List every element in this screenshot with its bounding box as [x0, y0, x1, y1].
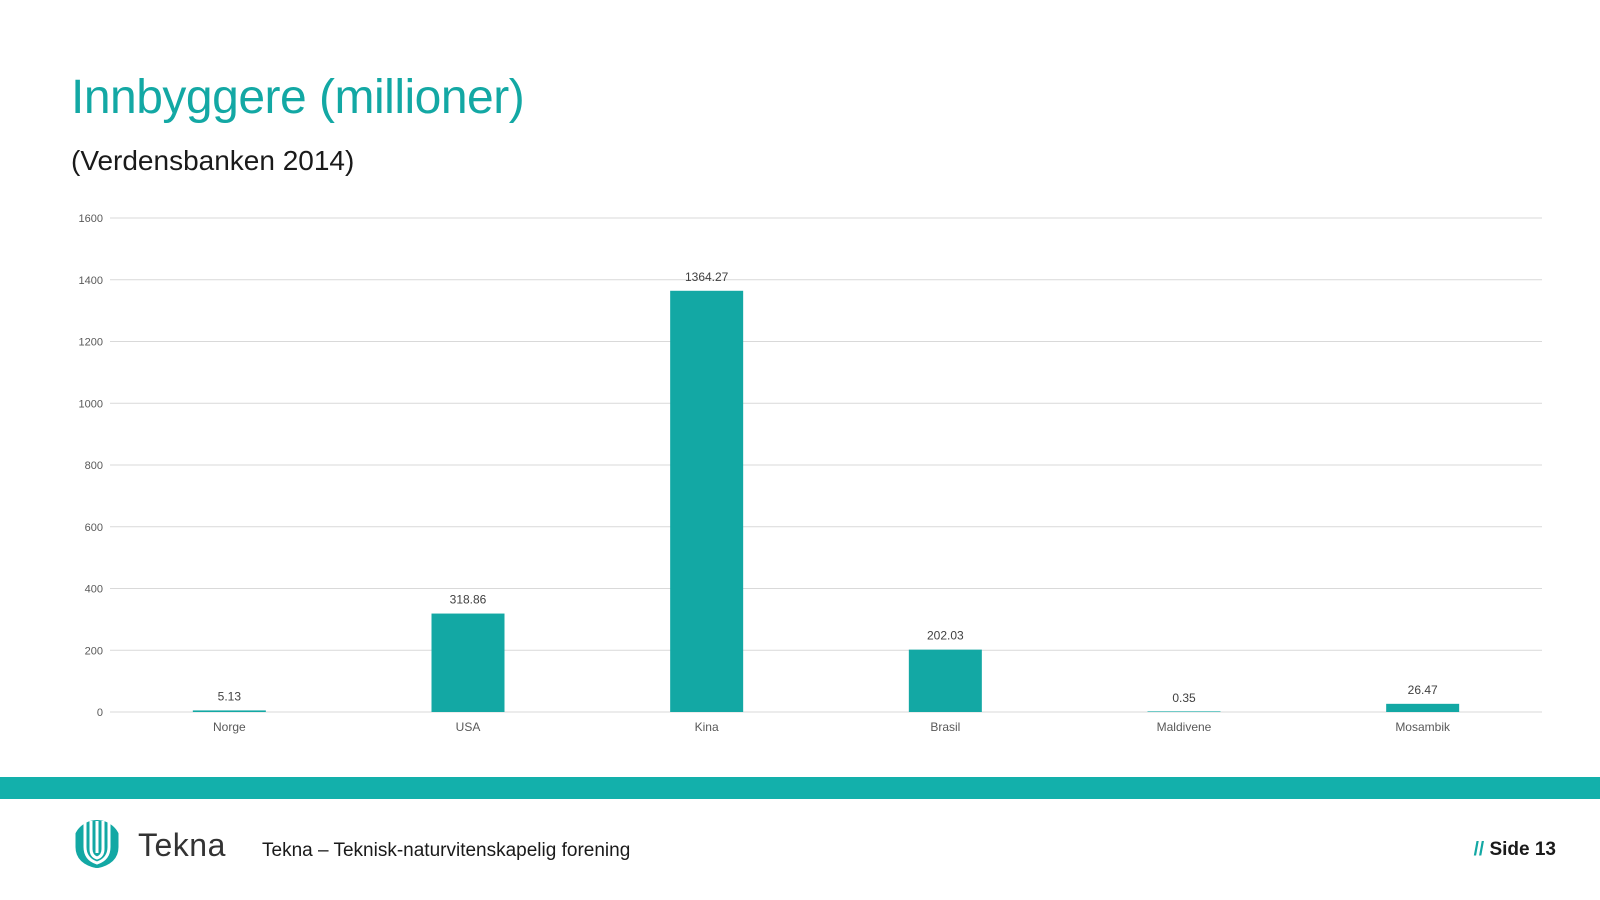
data-label-norge: 5.13 — [218, 689, 242, 703]
footer: Tekna Tekna – Teknisk-naturvitenskapelig… — [0, 799, 1600, 900]
data-labels: 5.13 318.86 1364.27 202.03 0.35 26.47 — [218, 270, 1438, 705]
x-axis-ticks: Norge USA Kina Brasil Maldivene Mosambik — [213, 720, 1451, 734]
y-tick-label: 800 — [85, 460, 103, 472]
bar-kina — [670, 290, 744, 712]
bar-mosambik — [1386, 703, 1460, 712]
x-tick-label-maldivene: Maldivene — [1157, 720, 1212, 734]
page-number-prefix: // — [1473, 839, 1485, 860]
y-tick-label: 1400 — [79, 275, 103, 287]
logo-text: Tekna — [138, 827, 226, 863]
bar-chart: 0 200 400 600 800 1000 1200 1400 1600 5.13 318.86… — [79, 213, 1542, 734]
bar-usa — [431, 613, 505, 712]
data-label-maldivene: 0.35 — [1172, 691, 1196, 705]
data-label-kina: 1364.27 — [685, 270, 729, 284]
y-tick-label: 600 — [85, 522, 103, 534]
y-tick-label: 1600 — [79, 213, 103, 225]
y-tick-label: 400 — [85, 584, 103, 596]
footer-org-text: Tekna – Teknisk-naturvitenskapelig foren… — [262, 840, 631, 861]
x-tick-label-usa: USA — [456, 720, 481, 734]
bar-norge — [192, 710, 266, 712]
y-tick-label: 1000 — [79, 398, 103, 410]
tekna-logo-icon — [72, 820, 122, 872]
y-axis-ticks: 0 200 400 600 800 1000 1200 1400 1600 — [79, 213, 103, 719]
x-tick-label-kina: Kina — [695, 720, 719, 734]
y-tick-label: 1200 — [79, 337, 103, 349]
gridlines — [110, 217, 1542, 713]
data-label-brasil: 202.03 — [927, 629, 964, 643]
page-number: // Side 13 — [1474, 839, 1556, 861]
y-tick-label: 200 — [85, 645, 103, 657]
footer-band — [0, 777, 1600, 799]
bar-brasil — [908, 649, 982, 712]
x-tick-label-mosambik: Mosambik — [1395, 720, 1451, 734]
x-tick-label-brasil: Brasil — [930, 720, 960, 734]
data-label-usa: 318.86 — [450, 593, 487, 607]
x-tick-label-norge: Norge — [213, 720, 246, 734]
slide-subtitle: (Verdensbanken 2014) — [71, 145, 355, 176]
slide-title: Innbyggere (millioner) — [71, 71, 525, 124]
bar-maldivene — [1147, 711, 1221, 712]
y-tick-label: 0 — [97, 707, 103, 719]
bars — [192, 290, 1460, 712]
data-label-mosambik: 26.47 — [1408, 683, 1438, 697]
page-number-label: Side 13 — [1489, 839, 1556, 860]
